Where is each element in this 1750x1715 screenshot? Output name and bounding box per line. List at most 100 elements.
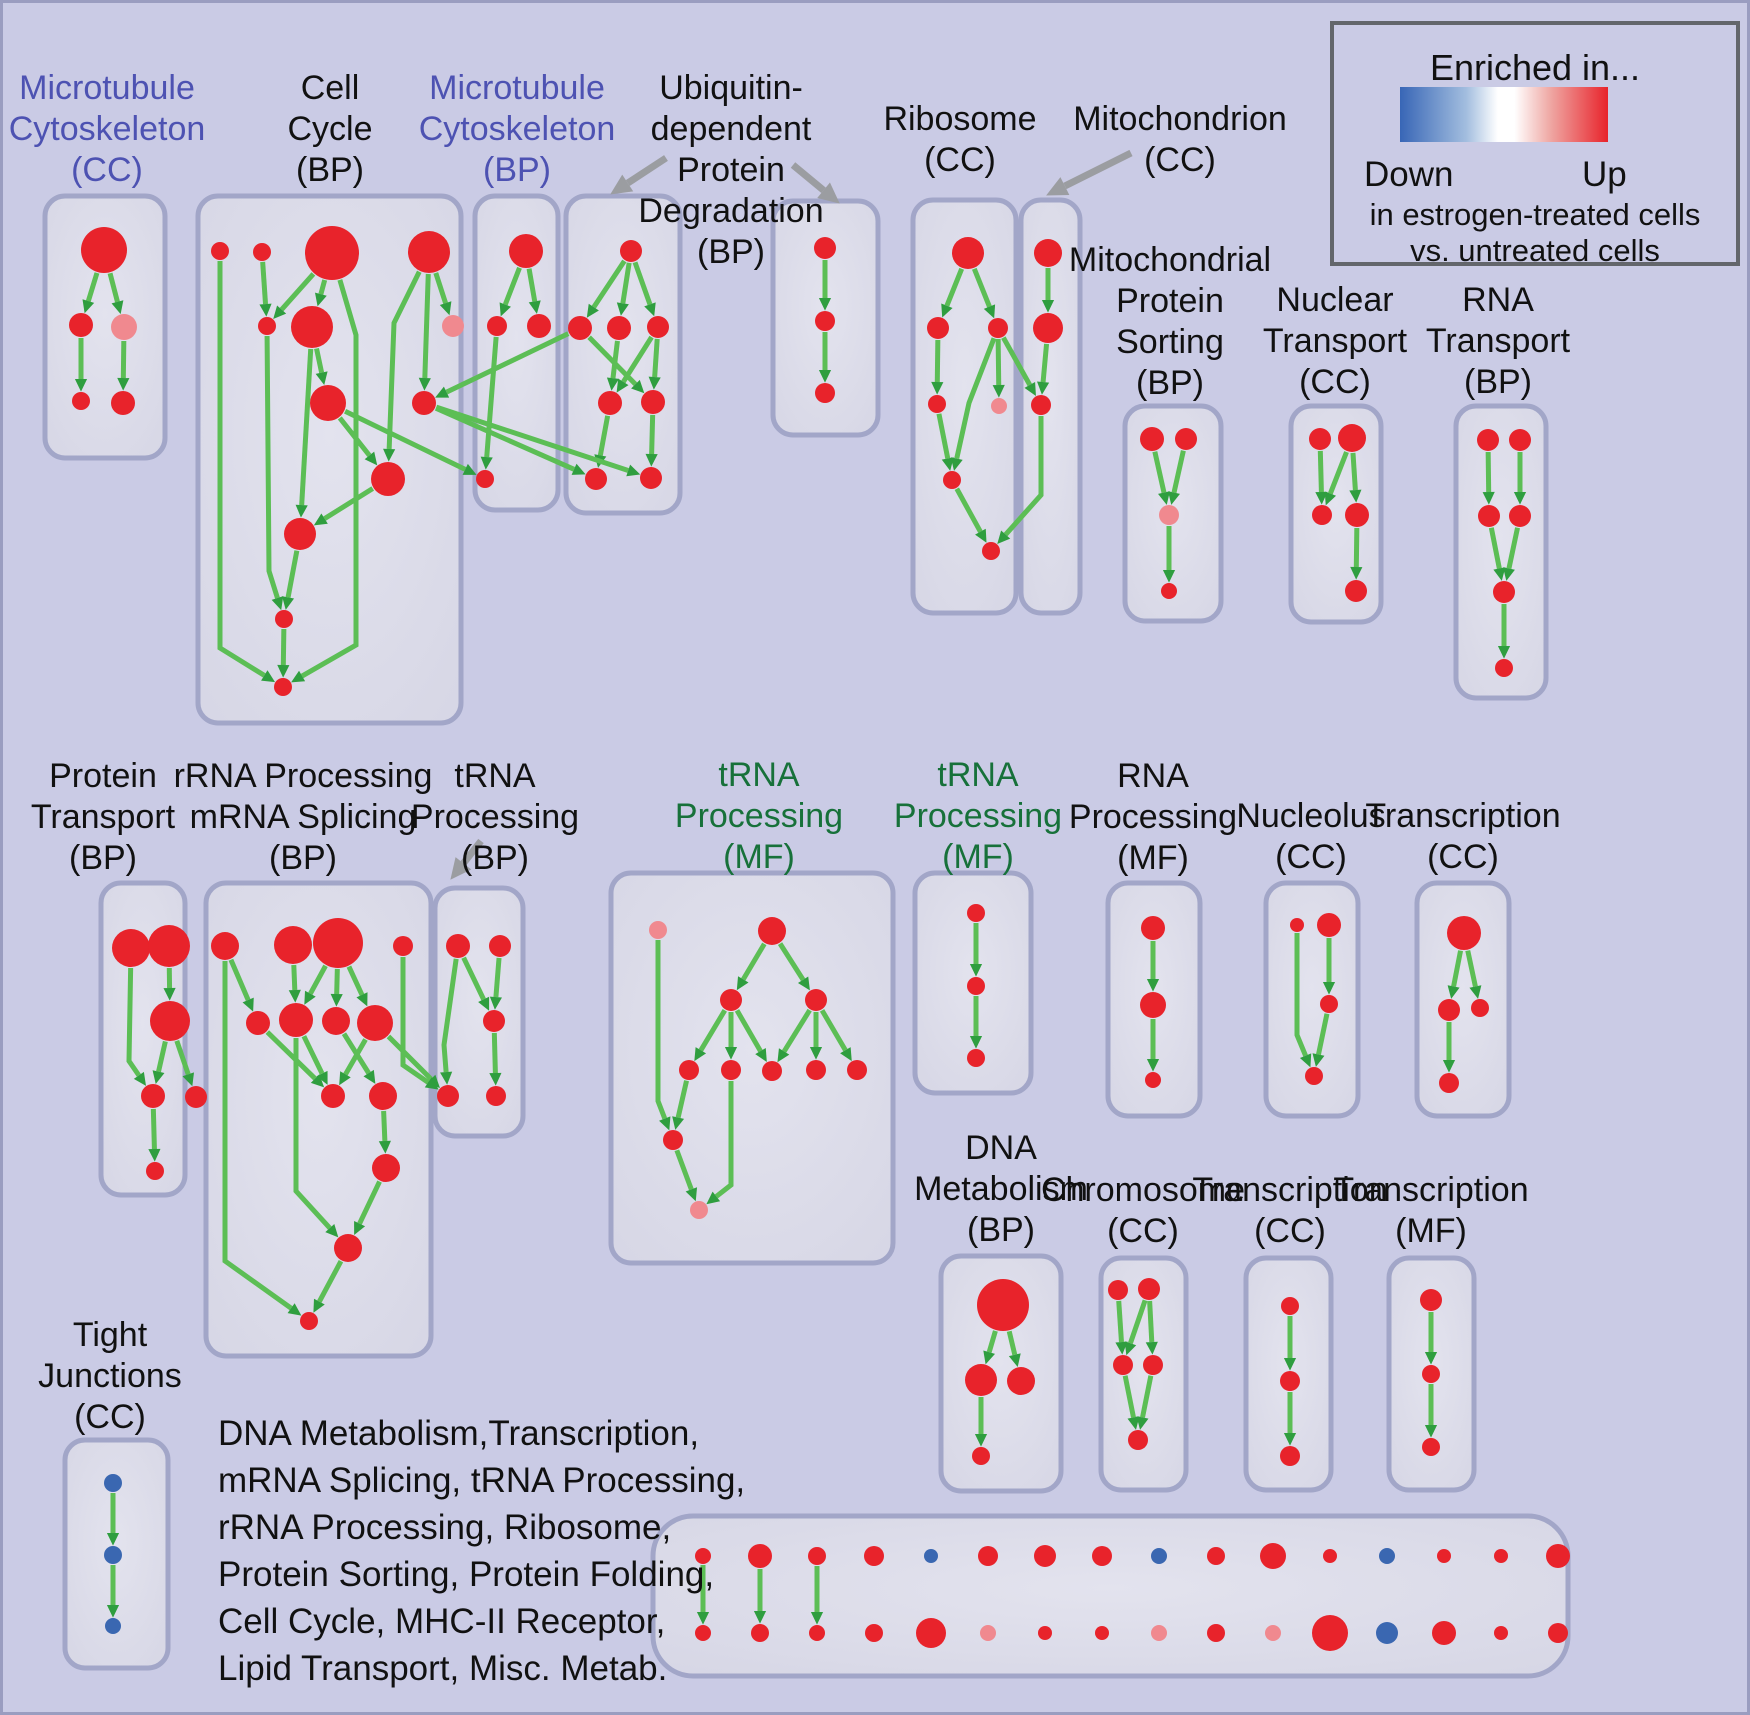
node-tj-b (104, 1546, 122, 1564)
bottom-node-bottom-2 (809, 1625, 825, 1641)
edge-tbp-tl-tbp-mr (461, 956, 490, 1011)
network-figure: MicrotubuleCytoskeleton(CC)CellCycle(BP)… (9, 69, 1571, 1679)
cluster-label-rnat: (BP) (1464, 363, 1532, 401)
edge-rrna-m1-rrna-t1 (265, 1030, 325, 1088)
node-dnam-t (977, 1279, 1029, 1331)
edge-mtcc-t-mtcc-l (82, 272, 100, 314)
node-pt-b1 (112, 929, 150, 967)
edge-tmf1-pk1-tmf1-lo (655, 940, 671, 1131)
edge-chrom-tl-chrom-ml (1115, 1300, 1128, 1355)
cluster-label-rrna: mRNA Splicing (190, 798, 417, 836)
edge-cc-i-uba-b1 (434, 405, 586, 475)
node-rnat-b (1495, 659, 1513, 677)
edge-dnam-t-dnam-r (1006, 1330, 1021, 1368)
edge-cc-d-cc-i (418, 273, 431, 391)
edge-mtbp-l-mtbp-b (480, 336, 499, 470)
edge-tmf1-t-tmf1-mr (777, 942, 810, 991)
bottom-node-bottom-8 (1151, 1625, 1167, 1641)
edge-cc-a-cc-m (217, 261, 276, 683)
bottom-node-top-15 (1546, 1544, 1570, 1568)
label-pointer-arrow-2 (1046, 149, 1133, 196)
edge-pt-m-pt-s2 (174, 1040, 194, 1087)
node-mtcc-br (111, 391, 135, 415)
node-tmf1-pk1 (649, 921, 667, 939)
node-uba-r2 (607, 316, 631, 340)
shared-terms-line: Protein Sorting, Protein Folding, (218, 1555, 715, 1594)
edge-tmf1-lo-tmf1-pk2 (674, 1149, 698, 1202)
cluster-label-nuct: Nuclear (1276, 281, 1393, 319)
node-rrna-u2 (274, 926, 312, 964)
node-tbp-mr (483, 1010, 505, 1032)
cluster-label-chrom: (CC) (1107, 1212, 1179, 1250)
cluster-label-mtbp: Microtubule (429, 69, 605, 107)
edge-nucl-s-nucl-b (1294, 933, 1312, 1068)
edge-tmf1-r2-tmf1-pk2 (706, 1081, 734, 1205)
bottom-node-bottom-15 (1548, 1623, 1568, 1643)
legend-gradient-bar (1400, 87, 1608, 142)
bottom-node-bottom-4 (916, 1618, 946, 1648)
bottom-node-bottom-0 (695, 1625, 711, 1641)
edge-cc-k-cc-l (282, 550, 300, 610)
cluster-label-pt: Transport (31, 798, 176, 836)
cluster-label-tmf1: (MF) (723, 838, 795, 876)
node-rnap-a (1141, 916, 1165, 940)
cluster-label-tmf2: tRNA (937, 756, 1019, 794)
node-nuct-lt (1309, 428, 1331, 450)
node-rnap-b (1140, 992, 1166, 1018)
node-pt-s1 (141, 1084, 165, 1108)
edge-cc-c-cc-f (314, 279, 328, 307)
cluster-label-dnam: Metabolism (914, 1170, 1088, 1208)
cluster-label-dnam: (BP) (967, 1211, 1035, 1249)
cluster-label-cc: (BP) (296, 151, 364, 189)
cluster-label-tj: Tight (73, 1316, 148, 1354)
edge-tmf1-ml-tmf1-r3 (734, 1009, 767, 1063)
edge-pt-s1-pt-b (148, 1108, 161, 1162)
edge-tcc1-t-tcc1-r (1465, 950, 1482, 999)
edge-cc-d-cc-g (433, 272, 452, 316)
node-mps-p (1159, 505, 1179, 525)
edge-rib-t-rib-l (941, 267, 965, 318)
bottom-node-top-7 (1092, 1546, 1112, 1566)
node-mps-r (1175, 428, 1197, 450)
cluster-label-mito: (CC) (1144, 141, 1216, 179)
edge-pt-m-pt-s1 (152, 1040, 168, 1084)
edge-rrna-u3-rrna-m2 (304, 964, 328, 1005)
bottom-node-top-4 (924, 1549, 938, 1563)
edge-rrna-u3-rrna-m3 (330, 968, 343, 1007)
node-tmf1-r3 (762, 1061, 782, 1081)
edge-chrom-tr-chrom-mr (1145, 1300, 1158, 1355)
cluster-label-tj: (CC) (74, 1398, 146, 1436)
edge-rib-c-rib-mg (950, 337, 997, 471)
node-dnam-b (972, 1447, 990, 1465)
edge-rib-l-rib-ll (931, 339, 944, 395)
bottom-node-top-0 (695, 1548, 711, 1564)
bottom-node-top-1 (748, 1544, 772, 1568)
bottom-node-top-2 (808, 1547, 826, 1565)
edge-rib-t-rib-c (971, 267, 996, 319)
bottom-node-top-12 (1379, 1548, 1395, 1564)
legend-box: Enriched in... Down Up in estrogen-treat… (1330, 21, 1740, 268)
bottom-node-bottom-9 (1207, 1624, 1225, 1642)
node-rrna-m2 (279, 1003, 313, 1037)
node-rib-mg (943, 471, 961, 489)
node-mito-m2 (1033, 313, 1063, 343)
edge-nuct-rt-nuct-rm (1349, 452, 1362, 503)
node-ubb-n1 (814, 237, 836, 259)
bottom-node-top-8 (1151, 1548, 1167, 1564)
node-tcc2-a (1281, 1297, 1299, 1315)
shared-terms-line: Lipid Transport, Misc. Metab. (218, 1649, 668, 1688)
edge-rrna-u2-rrna-m2 (288, 964, 301, 1003)
node-pt-b (146, 1162, 164, 1180)
node-cc-c (305, 226, 359, 280)
edge-cc-c-cc-m (291, 279, 359, 683)
node-rrna-u3 (313, 918, 363, 968)
edge-rrna-u3-rrna-m4 (346, 965, 368, 1007)
edge-rrna-m2-rrna-mg (293, 1038, 339, 1238)
bottom-node-top-11 (1323, 1549, 1337, 1563)
node-chrom-tr (1138, 1278, 1160, 1300)
cluster-box-nucl (1263, 880, 1361, 1119)
node-rrna-u1 (211, 932, 239, 960)
cluster-label-tcc1: Transcription (1365, 797, 1560, 835)
edge-cc-b-cc-e (259, 261, 272, 317)
edge-rrna-lo-rrna-mg (354, 1180, 382, 1236)
